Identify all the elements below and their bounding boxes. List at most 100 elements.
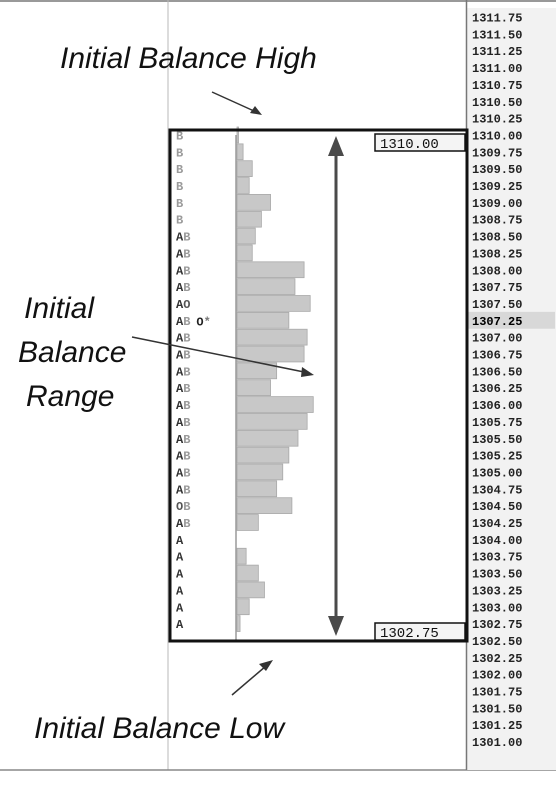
price-tick-label: 1309.25 [472,180,522,194]
profile-bar [236,379,271,397]
profile-bar [236,396,314,413]
profile-bar [236,126,239,144]
price-tick-label: 1310.75 [472,79,522,93]
price-tick-label: 1307.50 [472,298,522,312]
annotation-ib-range-line-1: Initial [24,292,95,325]
tpo-letters: A [176,568,184,582]
tpo-letters: A [176,551,184,565]
price-tick-label: 1301.25 [472,719,522,733]
tpo-letters: AB [176,247,190,261]
price-tick-label: 1301.50 [472,702,522,716]
price-tick-labels: 1311.75 1311.50 1311.25 1311.00 1310.75 1310.… [468,12,555,750]
price-tick-label: 1310.00 [472,129,522,143]
tpo-letters: AB [176,466,190,480]
price-tick-label: 1303.00 [472,601,522,615]
ib-low-pointer-line [231,665,267,696]
tpo-letters: B [176,129,183,143]
price-scale-background [467,8,556,770]
ib-range-pointer-line [131,336,305,373]
profile-bar [236,328,308,346]
price-tick-label: 1302.00 [472,669,522,683]
price-tick-label: 1307.25 [472,315,522,329]
profile-bar [236,244,253,262]
price-tick-label: 1311.00 [472,62,522,76]
price-tick-label: 1305.00 [472,466,522,480]
tpo-letters: B [176,146,183,160]
price-tick-label: 1306.00 [472,399,522,413]
ib-high-label-text: 1310.00 [380,137,439,153]
range-arrow-head-down [328,616,344,636]
tpo-letters: AB [176,399,190,413]
profile-bar [236,345,305,363]
annotation-pointers [131,91,314,696]
price-tick-label: 1301.00 [472,736,522,750]
tpo-letters: A [176,584,184,598]
tpo-letters: AB [176,433,190,447]
tpo-letters: AB [176,416,190,430]
ib-high-pointer-line [211,91,255,112]
tpo-letters: AB [176,281,190,295]
profile-bar [236,278,296,295]
current-price-highlight [468,311,555,329]
price-tick-label: 1303.50 [472,568,522,582]
ib-high-label-box [374,133,466,152]
profile-bar [236,227,256,245]
ib-range-double-arrow [328,136,344,636]
profile-bar [236,446,290,464]
price-tick-label: 1304.00 [472,534,522,548]
price-tick-label: 1306.25 [472,382,522,396]
tpo-letters: AO [176,298,190,312]
price-tick-label: 1304.75 [472,483,522,497]
profile-bar [236,480,278,498]
price-tick-label: 1307.00 [472,332,522,346]
ib-low-label: 1302.75 [374,622,466,642]
tpo-extra-mark: O* [196,315,210,329]
tpo-letters: B [176,163,183,177]
tpo-letters: AB [176,264,190,278]
price-tick-label: 1310.25 [472,113,522,127]
profile-bar [236,547,247,565]
profile-bar [236,497,293,514]
profile-bar [236,615,241,632]
tpo-letters: A [176,534,184,548]
annotation-ib-range-line-3: Range [26,380,114,413]
price-tick-label: 1308.75 [472,214,522,228]
ib-range-pointer-arrowhead [301,367,314,377]
ib-low-pointer-arrowhead [259,660,273,671]
price-tick-label: 1305.25 [472,450,522,464]
tpo-letters: AB [176,382,190,396]
price-tick-label: 1305.75 [472,416,522,430]
price-tick-label: 1301.75 [472,686,522,700]
profile-bar [236,429,299,447]
tpo-letters: B [176,197,183,211]
tpo-letters: AB [176,450,190,464]
tpo-letters: A [176,618,184,632]
tpo-letters: B [176,214,183,228]
profile-bar [236,514,259,531]
ib-high-pointer-arrowhead [250,106,262,115]
tpo-letters: OB [176,500,190,514]
profile-bar [236,177,250,194]
profile-bar [236,564,259,582]
price-tick-label: 1309.00 [472,197,522,211]
tpo-letters: AB [176,517,190,531]
profile-bar [236,311,290,329]
price-tick-label: 1304.25 [472,517,522,531]
price-tick-label: 1311.75 [472,12,522,26]
volume-profile-bars [236,126,314,632]
annotation-ib-high: Initial Balance High [60,42,317,75]
tpo-letters: AB [176,483,190,497]
price-tick-label: 1302.25 [472,652,522,666]
tpo-letters: AB [176,332,190,346]
price-tick-label: 1305.50 [472,433,522,447]
profile-bar [236,413,308,430]
price-tick-label: 1307.75 [472,281,522,295]
profile-bar [236,194,271,211]
profile-bar [236,261,305,279]
profile-bar [236,295,311,312]
price-tick-label: 1309.75 [472,146,522,160]
profile-bar [236,160,253,177]
tpo-letters: AB [176,315,190,329]
